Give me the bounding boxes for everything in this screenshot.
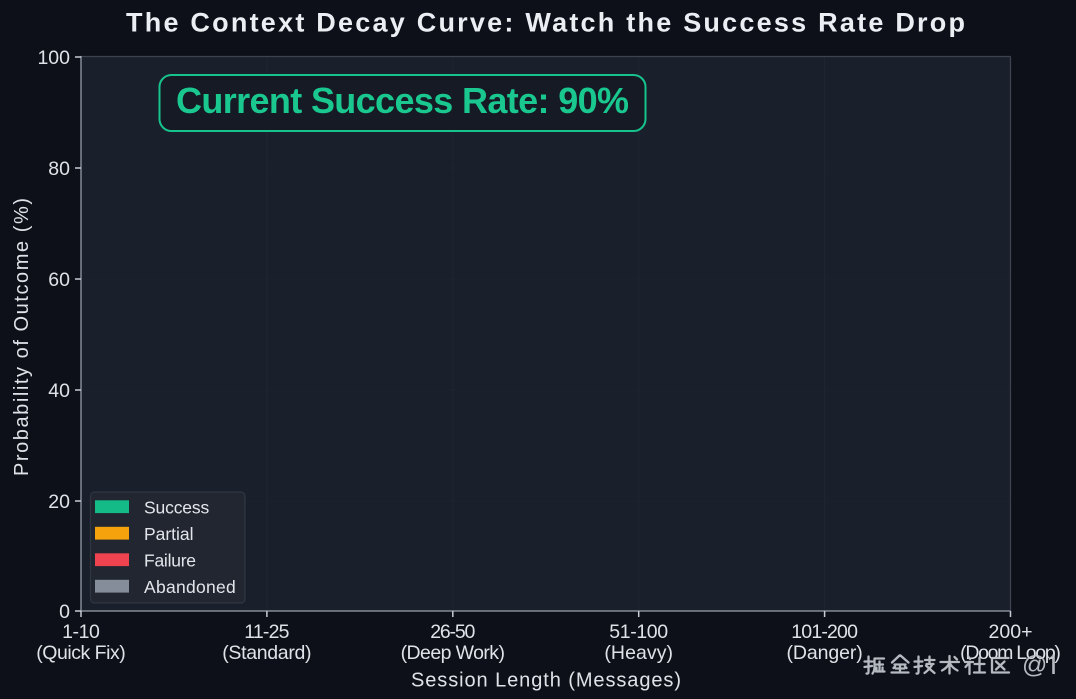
svg-text:100: 100 <box>37 47 70 69</box>
svg-text:51-100: 51-100 <box>609 621 668 643</box>
svg-text:(Heavy): (Heavy) <box>604 642 673 664</box>
svg-text:Probability of Outcome (%): Probability of Outcome (%) <box>11 198 33 476</box>
svg-text:200+: 200+ <box>989 621 1033 643</box>
svg-text:40: 40 <box>48 380 70 402</box>
svg-text:The Context Decay Curve: Watch: The Context Decay Curve: Watch the Succe… <box>126 8 965 38</box>
svg-text:@: @ <box>1022 651 1047 679</box>
svg-text:Current Success Rate: 90%: Current Success Rate: 90% <box>176 80 629 121</box>
svg-text:Partial: Partial <box>144 524 194 544</box>
svg-text:60: 60 <box>48 269 70 291</box>
svg-text:0: 0 <box>59 601 70 623</box>
svg-text:(Doom Loop): (Doom Loop) <box>960 642 1061 664</box>
svg-text:Success: Success <box>144 497 209 517</box>
svg-text:101-200: 101-200 <box>791 621 858 643</box>
svg-text:Session Length (Messages): Session Length (Messages) <box>411 670 681 692</box>
svg-text:Failure: Failure <box>144 550 196 570</box>
svg-text:11-25: 11-25 <box>244 621 289 643</box>
svg-text:(Deep Work): (Deep Work) <box>401 642 505 664</box>
svg-text:80: 80 <box>48 158 70 180</box>
svg-text:20: 20 <box>48 491 70 513</box>
svg-text:Abandoned: Abandoned <box>144 577 236 597</box>
svg-text:(Quick Fix): (Quick Fix) <box>36 642 125 664</box>
svg-text:1-10: 1-10 <box>62 621 100 643</box>
svg-text:(Danger): (Danger) <box>787 642 863 664</box>
svg-text:(Standard): (Standard) <box>222 642 311 664</box>
svg-text:26-50: 26-50 <box>430 621 475 643</box>
